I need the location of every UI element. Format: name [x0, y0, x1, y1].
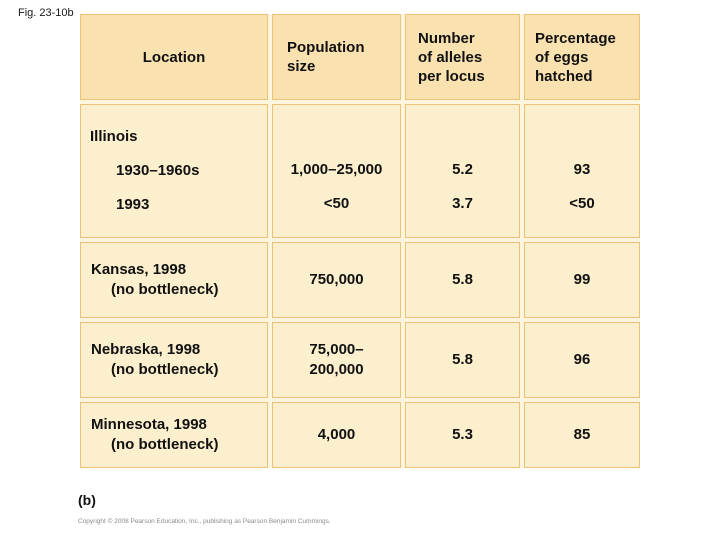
nebraska-alleles: 5.8 [452, 351, 473, 368]
nebraska-eggs-cell: 96 [524, 322, 640, 398]
illinois-alleles-2: 3.7 [452, 195, 473, 212]
minnesota-eggs-cell: 85 [524, 402, 640, 468]
minnesota-alleles: 5.3 [452, 426, 473, 443]
copyright-text: Copyright © 2008 Pearson Education, Inc.… [78, 518, 331, 525]
kansas-qualifier: (no bottleneck) [111, 281, 219, 298]
illinois-period-2: 1993 [116, 196, 150, 213]
minnesota-location-cell: Minnesota, 1998 (no bottleneck) [80, 402, 268, 468]
panel-label: (b) [78, 492, 96, 508]
minnesota-qualifier: (no bottleneck) [111, 436, 219, 453]
header-cell-alleles: Number of alleles per locus [405, 14, 520, 100]
header-alleles-label: Number of alleles per locus [418, 29, 485, 85]
data-table: Location Population size Number of allel… [80, 14, 640, 468]
nebraska-population-cell: 75,000– 200,000 [272, 322, 401, 398]
illinois-alleles-1: 5.2 [452, 161, 473, 178]
minnesota-name: Minnesota, 1998 [91, 416, 207, 433]
illinois-period-1: 1930–1960s [116, 162, 200, 179]
nebraska-population-line2: 200,000 [309, 361, 364, 378]
minnesota-alleles-cell: 5.3 [405, 402, 520, 468]
kansas-eggs-cell: 99 [524, 242, 640, 318]
nebraska-qualifier: (no bottleneck) [111, 361, 219, 378]
illinois-population-2: <50 [323, 195, 350, 212]
kansas-eggs: 99 [573, 271, 591, 288]
nebraska-alleles-cell: 5.8 [405, 322, 520, 398]
nebraska-name: Nebraska, 1998 [91, 341, 201, 358]
header-population-label: Population size [287, 39, 365, 75]
kansas-location-cell: Kansas, 1998 (no bottleneck) [80, 242, 268, 318]
nebraska-eggs: 96 [573, 351, 591, 368]
header-eggs-label: Percentage of eggs hatched [535, 29, 616, 85]
figure-label: Fig. 23-10b [18, 7, 74, 19]
nebraska-location-cell: Nebraska, 1998 (no bottleneck) [80, 322, 268, 398]
illinois-eggs-cell: 93 <50 [524, 104, 640, 238]
header-cell-eggs: Percentage of eggs hatched [524, 14, 640, 100]
kansas-population-cell: 750,000 [272, 242, 401, 318]
illinois-eggs-2: <50 [569, 195, 595, 212]
minnesota-population-cell: 4,000 [272, 402, 401, 468]
header-cell-population: Population size [272, 14, 401, 100]
minnesota-population: 4,000 [317, 426, 356, 443]
illinois-alleles-cell: 5.2 3.7 [405, 104, 520, 238]
illinois-population-cell: 1,000–25,000 <50 [272, 104, 401, 238]
illinois-heading: Illinois [90, 128, 138, 145]
minnesota-eggs: 85 [573, 426, 591, 443]
kansas-name: Kansas, 1998 [91, 261, 187, 278]
nebraska-population: 75,000– 200,000 [309, 340, 363, 380]
header-location-label: Location [142, 48, 206, 66]
header-cell-location: Location [80, 14, 268, 100]
illinois-location-cell: Illinois 1930–1960s 1993 [80, 104, 268, 238]
illinois-eggs-1: 93 [573, 161, 591, 178]
kansas-alleles-cell: 5.8 [405, 242, 520, 318]
kansas-population: 750,000 [309, 271, 364, 288]
nebraska-population-line1: 75,000– [309, 341, 364, 358]
illinois-population-1: 1,000–25,000 [290, 161, 383, 178]
kansas-alleles: 5.8 [452, 271, 473, 288]
